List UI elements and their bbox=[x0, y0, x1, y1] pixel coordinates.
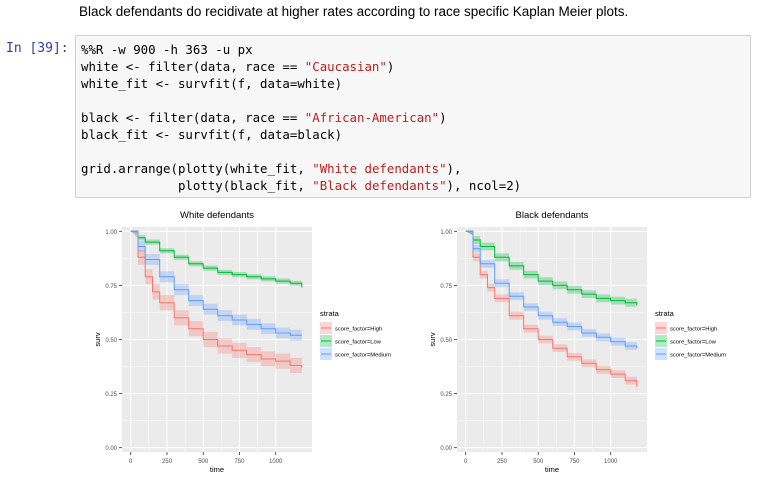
code-string-token: "Black defendants" bbox=[312, 178, 447, 193]
code-line: plotty(black_fit, "Black defendants"), n… bbox=[81, 178, 521, 193]
x-tick-label: 750 bbox=[234, 459, 245, 465]
y-tick-label: 0.00 bbox=[440, 446, 452, 452]
code-line: grid.arrange(plotty(white_fit, "White de… bbox=[81, 161, 461, 176]
code-token: white_fit <- survfit(f, data=white) bbox=[81, 76, 343, 91]
chart-title: Black defendants bbox=[516, 210, 589, 221]
code-line: black <- filter(data, race == "African-A… bbox=[81, 110, 447, 125]
code-token: white <- filter(data, race == bbox=[81, 59, 305, 74]
legend-title: strata bbox=[320, 309, 340, 318]
x-tick-label: 750 bbox=[569, 459, 580, 465]
km-chart-2: Black defendants 0.00 0.25 0.50 0.75 1.00 0 250… bbox=[428, 210, 726, 474]
code-string-token: "Caucasian" bbox=[304, 59, 387, 74]
confidence-band bbox=[465, 231, 637, 352]
legend-label: score_factor=Low bbox=[335, 340, 382, 346]
x-tick-label: 500 bbox=[533, 459, 544, 465]
input-prompt: In [39]: bbox=[6, 41, 69, 56]
y-tick-label: 0.00 bbox=[105, 446, 117, 452]
y-tick-label: 0.25 bbox=[105, 392, 117, 398]
km-chart-1: White defendants 0.00 0.25 0.50 0.75 1.00 0 250… bbox=[93, 210, 391, 474]
y-tick-label: 0.75 bbox=[105, 284, 117, 290]
code-string-token: "White defendants" bbox=[312, 161, 447, 176]
code-token: black_fit <- survfit(f, data=black) bbox=[81, 127, 343, 142]
legend-label: score_factor=Medium bbox=[335, 353, 391, 359]
x-tick-label: 1000 bbox=[269, 459, 283, 465]
legend-label: score_factor=High bbox=[335, 327, 382, 333]
legend-label: score_factor=Low bbox=[670, 340, 717, 346]
x-tick-label: 0 bbox=[464, 459, 468, 465]
confidence-band bbox=[130, 231, 302, 341]
y-tick-label: 0.25 bbox=[440, 392, 452, 398]
code-token: ), ncol=2) bbox=[446, 178, 522, 193]
code-token: plotty(black_fit, bbox=[81, 178, 313, 193]
code-string-token: "African-American" bbox=[304, 110, 440, 125]
x-tick-label: 250 bbox=[162, 459, 173, 465]
output-plots: White defendants 0.00 0.25 0.50 0.75 1.00 0 250… bbox=[79, 204, 754, 475]
survival-curve-medium bbox=[130, 230, 302, 336]
survival-curve-high bbox=[130, 230, 303, 368]
code-token: ) bbox=[439, 110, 447, 125]
y-tick-label: 0.75 bbox=[440, 284, 452, 290]
code-token: %%R -w 900 -h 363 -u px bbox=[81, 42, 253, 57]
code-token: black <- filter(data, race == bbox=[81, 110, 305, 125]
markdown-text: Black defendants do recidivate at higher… bbox=[79, 4, 629, 19]
y-tick-label: 0.50 bbox=[440, 338, 452, 344]
legend-label: score_factor=Medium bbox=[670, 353, 726, 359]
y-axis-label: surv bbox=[93, 332, 102, 346]
code-line: white <- filter(data, race == "Caucasian… bbox=[81, 59, 394, 74]
code-line: %%R -w 900 -h 363 -u px bbox=[81, 42, 253, 57]
confidence-band bbox=[130, 231, 302, 291]
confidence-band bbox=[465, 231, 637, 391]
x-tick-label: 250 bbox=[497, 459, 508, 465]
legend-label: score_factor=High bbox=[670, 327, 717, 333]
y-tick-label: 1.00 bbox=[440, 230, 452, 236]
code-line: black_fit <- survfit(f, data=black) bbox=[81, 127, 342, 142]
y-tick-label: 1.00 bbox=[105, 230, 117, 236]
km-plots-svg: White defendants 0.00 0.25 0.50 0.75 1.00 0 250… bbox=[93, 210, 726, 474]
legend-title: strata bbox=[655, 309, 675, 318]
x-axis-label: time bbox=[210, 465, 224, 474]
survival-curve-medium bbox=[465, 230, 638, 349]
code-cell-editor[interactable]: %%R -w 900 -h 363 -u px white <- filter(d… bbox=[75, 35, 751, 198]
chart-title: White defendants bbox=[180, 210, 254, 221]
survival-curve-high bbox=[465, 230, 638, 388]
x-tick-label: 500 bbox=[198, 459, 209, 465]
x-axis-label: time bbox=[545, 465, 559, 474]
survival-curve-low bbox=[465, 230, 638, 305]
code-token: ), bbox=[446, 161, 462, 176]
survival-curve-low bbox=[130, 230, 303, 288]
code-token: ) bbox=[386, 59, 395, 74]
code-line: white_fit <- survfit(f, data=white) bbox=[81, 76, 342, 91]
code-token: grid.arrange(plotty(white_fit, bbox=[81, 161, 313, 176]
y-axis-label: surv bbox=[428, 332, 437, 346]
x-tick-label: 1000 bbox=[604, 459, 618, 465]
x-tick-label: 0 bbox=[129, 459, 133, 465]
y-tick-label: 0.50 bbox=[105, 338, 117, 344]
